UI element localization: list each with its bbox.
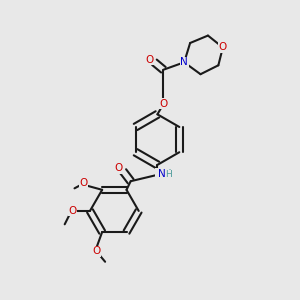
Text: O: O (159, 99, 167, 109)
Text: O: O (219, 43, 227, 52)
Text: NH: NH (156, 169, 171, 179)
Text: N: N (158, 169, 166, 179)
Text: O: O (115, 164, 123, 173)
Text: O: O (145, 55, 153, 65)
Text: O: O (68, 206, 76, 216)
Text: N: N (180, 57, 188, 67)
Text: O: O (79, 178, 88, 188)
Text: O: O (92, 246, 100, 256)
Text: H: H (165, 170, 172, 179)
